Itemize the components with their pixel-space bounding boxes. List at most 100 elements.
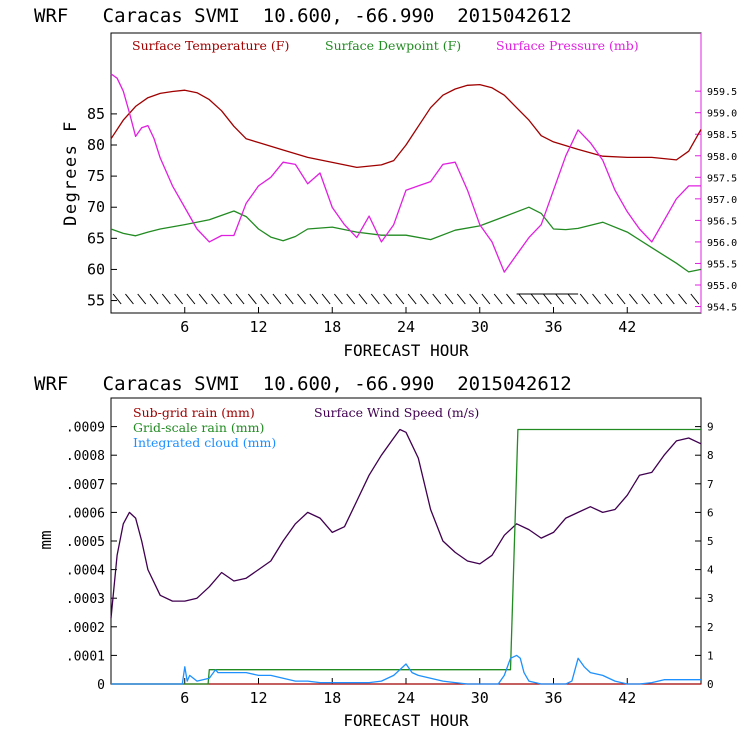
wind-barb-icon: [161, 293, 171, 305]
y-tick-label: 0: [97, 678, 105, 693]
y-tick-label: .0006: [66, 506, 105, 521]
surface-temperature-line: [110, 83, 702, 169]
y2-tick-label: 958.5: [707, 130, 737, 141]
x-tick-label: 30: [471, 689, 489, 707]
wind-barb-icon: [641, 293, 651, 305]
y-tick-label: .0007: [66, 478, 105, 493]
y2-tick-label: 956.0: [707, 238, 737, 249]
wind-barb-icon: [395, 293, 405, 305]
wind-barb-icon: [592, 293, 601, 305]
x-tick-label: 36: [544, 689, 562, 707]
panel1-legend: Surface Temperature (F) Surface Dewpoint…: [132, 38, 639, 53]
wind-barb-icon: [456, 293, 466, 305]
wind-barb-icon: [370, 293, 380, 305]
wind-barb-icon: [321, 293, 331, 305]
y2-tick-label: 955.0: [707, 281, 737, 292]
panel2-y2-ticks: 0 1 2 3 4 5 6 7 8 9: [695, 421, 714, 691]
wind-barb-icon: [542, 293, 552, 305]
wind-barb-icon: [616, 293, 626, 305]
y-tick-label: 75: [87, 167, 105, 185]
wind-barb-icon: [309, 293, 319, 305]
y2-tick-label: 957.5: [707, 173, 737, 184]
y-tick-label: 55: [87, 292, 105, 310]
panel1-title: WRF Caracas SVMI 10.600, -66.990 2015042…: [34, 5, 572, 27]
wind-barb-icon: [678, 293, 687, 305]
wind-barb-icon: [174, 293, 183, 305]
wind-barb-icon: [272, 293, 282, 305]
y2-tick-label: 2: [707, 621, 714, 634]
panel2-series: [110, 428, 702, 685]
y-tick-label: .0008: [66, 449, 105, 464]
panel2-x-ticks: 6 12 18 24 30 36 42: [180, 678, 636, 707]
legend-grid-scale-rain: Grid-scale rain (mm): [133, 420, 264, 435]
wind-barb-icon: [383, 293, 392, 305]
wind-barb-icon: [358, 293, 368, 305]
y2-tick-label: 0: [707, 678, 714, 691]
wind-barb-icon: [653, 293, 663, 305]
wind-barb-icon: [567, 293, 577, 305]
x-tick-label: 42: [618, 318, 636, 336]
panel2-x-axis-label: FORECAST HOUR: [343, 711, 469, 730]
wind-barb-icon: [444, 293, 454, 305]
wind-barb-icon: [690, 293, 700, 305]
wind-barb-icon: [284, 293, 294, 305]
panel2-plot: Sub-grid rain (mm) Surface Wind Speed (m…: [36, 397, 714, 730]
wind-barb-icon: [469, 293, 478, 305]
y-tick-label: 65: [87, 229, 105, 247]
surface-dewpoint-line: [110, 206, 702, 273]
surface-pressure-line: [110, 73, 701, 273]
legend-surface-pressure: Surface Pressure (mb): [496, 38, 639, 53]
y-tick-label: 80: [87, 136, 105, 154]
x-tick-label: 30: [471, 318, 489, 336]
y2-tick-label: 959.0: [707, 109, 737, 120]
wind-barb-icon: [198, 293, 208, 305]
y2-tick-label: 3: [707, 592, 714, 605]
panel1-x-axis-label: FORECAST HOUR: [343, 341, 469, 360]
wind-barb-icon: [137, 293, 147, 305]
wind-barb-icon: [297, 293, 306, 305]
x-tick-label: 24: [397, 318, 415, 336]
wind-barb-icon: [530, 293, 540, 305]
wind-barb-icon: [247, 293, 257, 305]
x-tick-label: 36: [544, 318, 562, 336]
wind-barb-icon: [555, 293, 565, 305]
panel1-x-ticks: 6 12 18 24 30 36 42: [180, 307, 636, 336]
panel1-y2-ticks: 954.5 955.0 955.5 956.0 956.5 957.0 957.5 958.0…: [695, 87, 737, 314]
wind-barb-icon: [432, 293, 442, 305]
legend-surface-temperature: Surface Temperature (F): [132, 38, 289, 53]
panel1-series: [110, 73, 702, 273]
y-tick-label: .0009: [66, 421, 105, 436]
x-tick-label: 12: [249, 318, 267, 336]
y2-tick-label: 6: [707, 506, 714, 519]
y2-tick-label: 1: [707, 649, 714, 662]
panel1-wind-barbs: [112, 293, 700, 305]
y2-tick-label: 955.5: [707, 259, 737, 270]
x-tick-label: 24: [397, 689, 415, 707]
y2-tick-label: 959.5: [707, 87, 737, 98]
x-tick-label: 18: [323, 318, 341, 336]
y-tick-label: .0005: [66, 535, 105, 550]
x-tick-label: 6: [180, 689, 189, 707]
wind-barb-icon: [579, 293, 589, 305]
grid-scale-rain-line: [111, 428, 701, 685]
panel2-y-ticks: 0 .0001 .0002 .0003 .0004 .0005 .0006 .0007 .000…: [66, 421, 117, 693]
panel1-y-axis-label: Degrees F: [61, 120, 81, 226]
wind-barb-icon: [223, 293, 233, 305]
y2-tick-label: 957.0: [707, 195, 737, 206]
wind-barb-icon: [420, 293, 429, 305]
y2-tick-label: 958.0: [707, 152, 737, 163]
wind-barb-icon: [186, 293, 196, 305]
x-tick-label: 12: [249, 689, 267, 707]
wind-barb-icon: [665, 293, 675, 305]
surface-wind-speed-line: [110, 428, 702, 619]
y2-tick-label: 7: [707, 478, 714, 491]
y-tick-label: 70: [87, 198, 105, 216]
y2-tick-label: 4: [707, 564, 714, 577]
y-tick-label: .0001: [66, 649, 105, 664]
wind-barb-icon: [407, 293, 417, 305]
y2-tick-label: 5: [707, 535, 714, 548]
legend-surface-wind-speed: Surface Wind Speed (m/s): [314, 405, 479, 420]
legend-surface-dewpoint: Surface Dewpoint (F): [325, 38, 461, 53]
integrated-cloud-line: [111, 654, 701, 685]
